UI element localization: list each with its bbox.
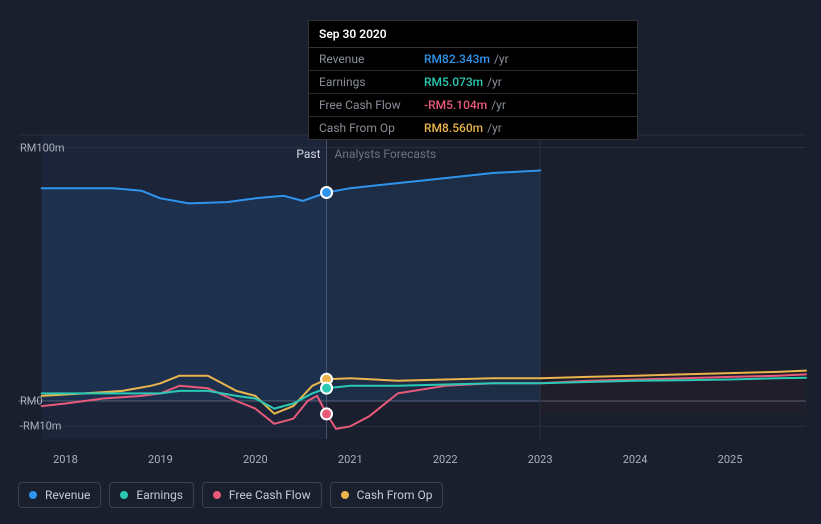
x-axis-label: 2019	[148, 453, 173, 466]
y-axis-label: -RM10m	[20, 420, 61, 433]
tooltip-row-unit: /yr	[487, 121, 502, 135]
x-axis-label: 2018	[53, 453, 78, 466]
x-axis-label: 2024	[623, 453, 648, 466]
tooltip-row: RevenueRM82.343m/yr	[309, 48, 637, 71]
x-axis-label: 2025	[718, 453, 743, 466]
tooltip-row-label: Earnings	[319, 75, 424, 89]
tooltip-row-unit: /yr	[491, 98, 506, 112]
section-label-forecast: Analysts Forecasts	[335, 147, 437, 161]
tooltip-row-value: -RM5.104m	[424, 98, 487, 112]
tooltip-row-value: RM5.073m	[424, 75, 483, 89]
legend-item[interactable]: Cash From Op	[330, 482, 444, 508]
tooltip-row-label: Revenue	[319, 52, 424, 66]
tooltip-row: Free Cash Flow-RM5.104m/yr	[309, 94, 637, 117]
legend-dot-icon	[213, 491, 221, 499]
chart-legend: Revenue Earnings Free Cash Flow Cash From O…	[18, 482, 443, 508]
y-axis-label: RM0	[20, 395, 43, 408]
x-axis-label: 2023	[528, 453, 553, 466]
legend-item-label: Cash From Op	[357, 488, 433, 502]
x-axis-label: 2021	[338, 453, 363, 466]
legend-item[interactable]: Free Cash Flow	[202, 482, 322, 508]
x-axis-label: 2022	[433, 453, 458, 466]
tooltip-row-unit: /yr	[494, 52, 509, 66]
legend-dot-icon	[29, 491, 37, 499]
tooltip-row: Cash From OpRM8.560m/yr	[309, 117, 637, 139]
chart-tooltip: Sep 30 2020 RevenueRM82.343m/yrEarningsR…	[308, 20, 638, 140]
tooltip-row: EarningsRM5.073m/yr	[309, 71, 637, 94]
legend-item-label: Revenue	[45, 488, 90, 502]
tooltip-row-label: Cash From Op	[319, 121, 424, 135]
tooltip-row-value: RM82.343m	[424, 52, 490, 66]
tooltip-date: Sep 30 2020	[309, 21, 637, 48]
legend-item[interactable]: Earnings	[109, 482, 194, 508]
legend-dot-icon	[341, 491, 349, 499]
x-axis-label: 2020	[243, 453, 268, 466]
legend-item-label: Free Cash Flow	[229, 488, 311, 502]
y-axis-label: RM100m	[20, 141, 65, 154]
tooltip-row-unit: /yr	[487, 75, 502, 89]
legend-item-label: Earnings	[136, 488, 183, 502]
financials-chart: RM100m RM0 -RM10m 2018 2019 2020 2021 2022 2023…	[0, 0, 821, 524]
tooltip-row-label: Free Cash Flow	[319, 98, 424, 112]
section-label-past: Past	[296, 147, 320, 161]
tooltip-row-value: RM8.560m	[424, 121, 483, 135]
legend-dot-icon	[120, 491, 128, 499]
legend-item[interactable]: Revenue	[18, 482, 101, 508]
